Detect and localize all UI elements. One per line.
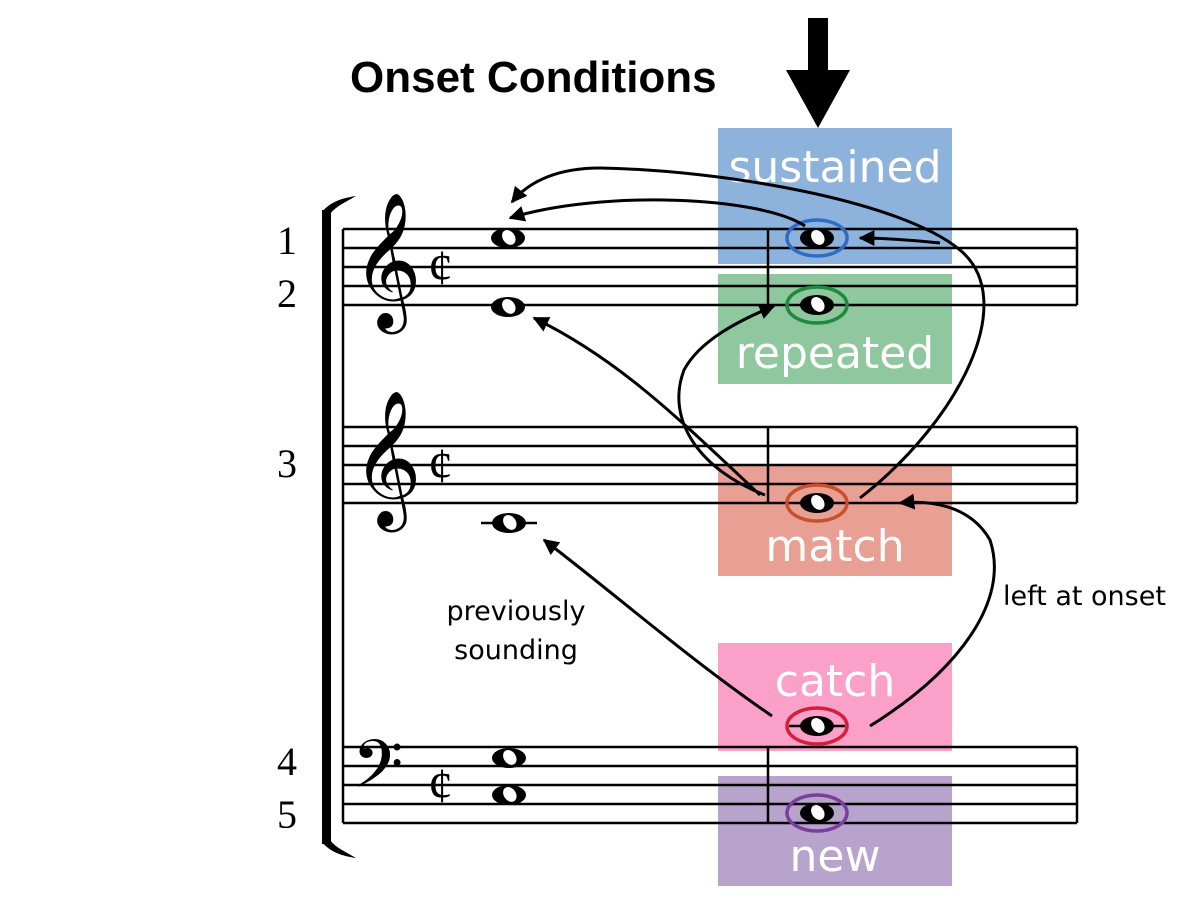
staves <box>341 227 1079 825</box>
staff-4-5 <box>343 745 1077 825</box>
voice-number: 4 <box>277 739 297 784</box>
sustained-ring <box>785 218 849 258</box>
catch-to-voice3-arrow <box>542 538 773 718</box>
system-bracket <box>322 196 356 858</box>
whole-note-icon <box>481 513 537 533</box>
bass-clef-icon: 𝄢 <box>352 726 403 819</box>
whole-note-icon <box>800 295 834 315</box>
voice-number: 5 <box>277 792 297 837</box>
whole-note-icon <box>492 785 526 805</box>
left-at-onset-label: left at onset <box>1003 581 1166 612</box>
previously-sounding-label: previously <box>447 596 586 627</box>
repeated-ring <box>785 285 849 325</box>
staff-3 <box>343 425 1077 505</box>
catch-to-match-arrow <box>869 493 996 728</box>
voice-number: 1 <box>277 218 297 263</box>
onset-arrow-icon <box>786 18 850 128</box>
match-to-voice2-arrow <box>532 316 762 497</box>
whole-note-icon <box>800 493 834 513</box>
new-label: new <box>790 831 881 882</box>
repeated-label: repeated <box>736 328 934 379</box>
whole-note-icon <box>492 748 526 768</box>
sustained-label: sustained <box>728 142 941 193</box>
into-sustained-arrow <box>858 230 941 247</box>
match-label: match <box>765 521 904 572</box>
treble-clef-icon: 𝄞 <box>352 190 422 334</box>
voice-number: 3 <box>277 441 297 486</box>
cut-time-icon: ¢ <box>428 437 453 493</box>
condition-rings <box>785 218 849 833</box>
relation-arrows <box>508 166 996 728</box>
diagram-title: Onset Conditions <box>350 53 717 102</box>
sustained-arrow <box>508 198 806 228</box>
match-ring <box>785 483 849 523</box>
staff-1-2 <box>343 227 1077 307</box>
catch-ring <box>785 706 849 746</box>
voice-number: 2 <box>277 271 297 316</box>
match-to-repeated-arrow <box>677 304 776 497</box>
whole-note-icon <box>800 803 834 823</box>
match-to-sustained-arc-arrow <box>510 166 986 500</box>
new-ring <box>785 793 849 833</box>
cut-time-icon: ¢ <box>428 239 453 295</box>
new-box <box>718 776 952 886</box>
whole-note-icon <box>491 228 525 248</box>
onset-notes <box>789 228 845 823</box>
previously-sounding-label: sounding <box>454 635 578 666</box>
whole-note-icon <box>491 297 525 317</box>
catch-label: catch <box>775 656 895 707</box>
whole-note-icon <box>800 228 834 248</box>
previous-notes <box>481 228 537 805</box>
treble-clef-icon: 𝄞 <box>352 388 422 532</box>
whole-note-icon <box>789 716 845 736</box>
cut-time-icon: ¢ <box>428 757 453 813</box>
